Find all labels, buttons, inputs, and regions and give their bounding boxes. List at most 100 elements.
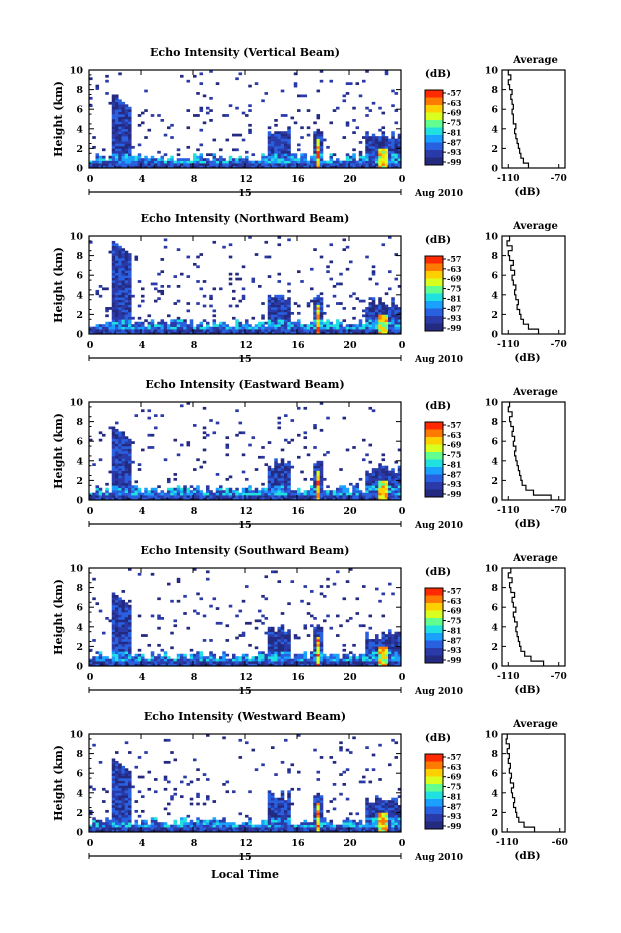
heatmap-cell xyxy=(278,661,282,664)
heatmap-cell xyxy=(372,473,376,476)
heatmap-cell xyxy=(255,646,259,649)
heatmap-cell xyxy=(118,99,122,102)
heatmap-cell xyxy=(333,295,337,298)
heatmap-cell xyxy=(388,139,392,142)
heatmap-cell xyxy=(213,153,217,156)
heatmap-cell xyxy=(131,295,135,298)
x-tick-label: 20 xyxy=(343,174,357,185)
heatmap-cell xyxy=(109,471,113,474)
heatmap-cell xyxy=(252,659,256,662)
heatmap-cell xyxy=(141,656,145,659)
heatmap-cell xyxy=(317,644,321,647)
heatmap-cell xyxy=(200,329,204,332)
heatmap-cell xyxy=(304,156,308,159)
heatmap-cell xyxy=(349,329,353,332)
heatmap-cell xyxy=(265,825,269,828)
heatmap-cell xyxy=(362,324,366,327)
heatmap-cell xyxy=(177,495,181,498)
heatmap-cell xyxy=(378,129,382,132)
heatmap-cell xyxy=(313,302,317,305)
heatmap-cell xyxy=(115,627,119,630)
heatmap-cell xyxy=(320,131,324,134)
heatmap-cell xyxy=(320,134,324,137)
heatmap-cell xyxy=(271,139,275,142)
heatmap-cell xyxy=(112,292,116,295)
heatmap-cells xyxy=(89,734,401,832)
heatmap-cell xyxy=(229,278,233,281)
heatmap-cell xyxy=(161,414,165,417)
y-tick-label: 8 xyxy=(76,85,83,96)
heatmap-cell xyxy=(372,659,376,662)
heatmap-cell xyxy=(310,287,314,290)
heatmap-cell xyxy=(128,605,132,608)
heatmap-cell xyxy=(287,808,291,811)
heatmap-cell xyxy=(128,112,132,115)
heatmap-cell xyxy=(330,153,334,156)
heatmap-cell xyxy=(235,659,239,662)
heatmap-cell xyxy=(122,456,126,459)
heatmap-cell xyxy=(138,790,142,793)
heatmap-cell xyxy=(258,329,262,332)
heatmap-cell xyxy=(92,597,96,600)
heatmap-cell xyxy=(245,151,249,154)
colorbar-tick-label: -93 xyxy=(447,479,462,489)
heatmap-cell xyxy=(317,659,321,662)
heatmap-cell xyxy=(122,629,126,632)
heatmap-cell xyxy=(268,642,272,645)
colorbar-segment xyxy=(425,297,443,301)
heatmap-cell xyxy=(252,490,256,493)
heatmap-cell xyxy=(112,798,116,801)
heatmap-cell xyxy=(109,827,113,830)
heatmap-cell xyxy=(118,300,122,303)
heatmap-cell xyxy=(339,746,343,749)
heatmap-cell xyxy=(222,158,226,161)
heatmap-cell xyxy=(349,324,353,327)
heatmap-cell xyxy=(268,632,272,635)
heatmap-cell xyxy=(274,493,278,496)
heatmap-cell xyxy=(125,253,129,256)
heatmap-cell xyxy=(122,776,126,779)
heatmap-cell xyxy=(118,158,122,161)
heatmap-cell xyxy=(281,478,285,481)
heatmap-cell xyxy=(118,268,122,271)
heatmap-cell xyxy=(180,493,184,496)
colorbar-segment xyxy=(425,286,443,290)
heatmap-cell xyxy=(154,778,158,781)
heatmap-cell xyxy=(157,822,161,825)
heatmap-cell xyxy=(268,153,272,156)
heatmap-cell xyxy=(375,493,379,496)
average-y-tick-label: 2 xyxy=(491,144,498,155)
heatmap-cell xyxy=(232,493,236,496)
heatmap-cell xyxy=(135,656,139,659)
heatmap-cell xyxy=(112,129,116,132)
heatmap-cell xyxy=(242,822,246,825)
y-tick-label: 4 xyxy=(76,290,83,301)
heatmap-cell xyxy=(187,310,191,313)
heatmap-cell xyxy=(118,812,122,815)
heatmap-cell xyxy=(112,290,116,293)
heatmap-cell xyxy=(278,297,282,300)
heatmap-cell xyxy=(274,163,278,166)
heatmap-cell xyxy=(304,478,308,481)
heatmap-cell xyxy=(248,622,252,625)
heatmap-cell xyxy=(203,327,207,330)
heatmap-cell xyxy=(281,295,285,298)
heatmap-cell xyxy=(339,495,343,498)
heatmap-cell xyxy=(395,319,399,322)
heatmap-cell xyxy=(125,146,129,149)
heatmap-cell xyxy=(170,493,174,496)
heatmap-cell xyxy=(268,661,272,664)
heatmap-cell xyxy=(222,329,226,332)
heatmap-cell xyxy=(138,815,142,818)
heatmap-cell xyxy=(265,241,269,244)
heatmap-cell xyxy=(115,612,119,615)
heatmap-cell xyxy=(115,161,119,164)
heatmap-cell xyxy=(206,822,210,825)
heatmap-cell xyxy=(349,656,353,659)
heatmap-cell xyxy=(385,476,389,479)
heatmap-cell xyxy=(203,280,207,283)
heatmap-cell xyxy=(268,312,272,315)
heatmap-cell xyxy=(118,436,122,439)
heatmap-cell xyxy=(395,654,399,657)
heatmap-cell xyxy=(320,593,324,596)
